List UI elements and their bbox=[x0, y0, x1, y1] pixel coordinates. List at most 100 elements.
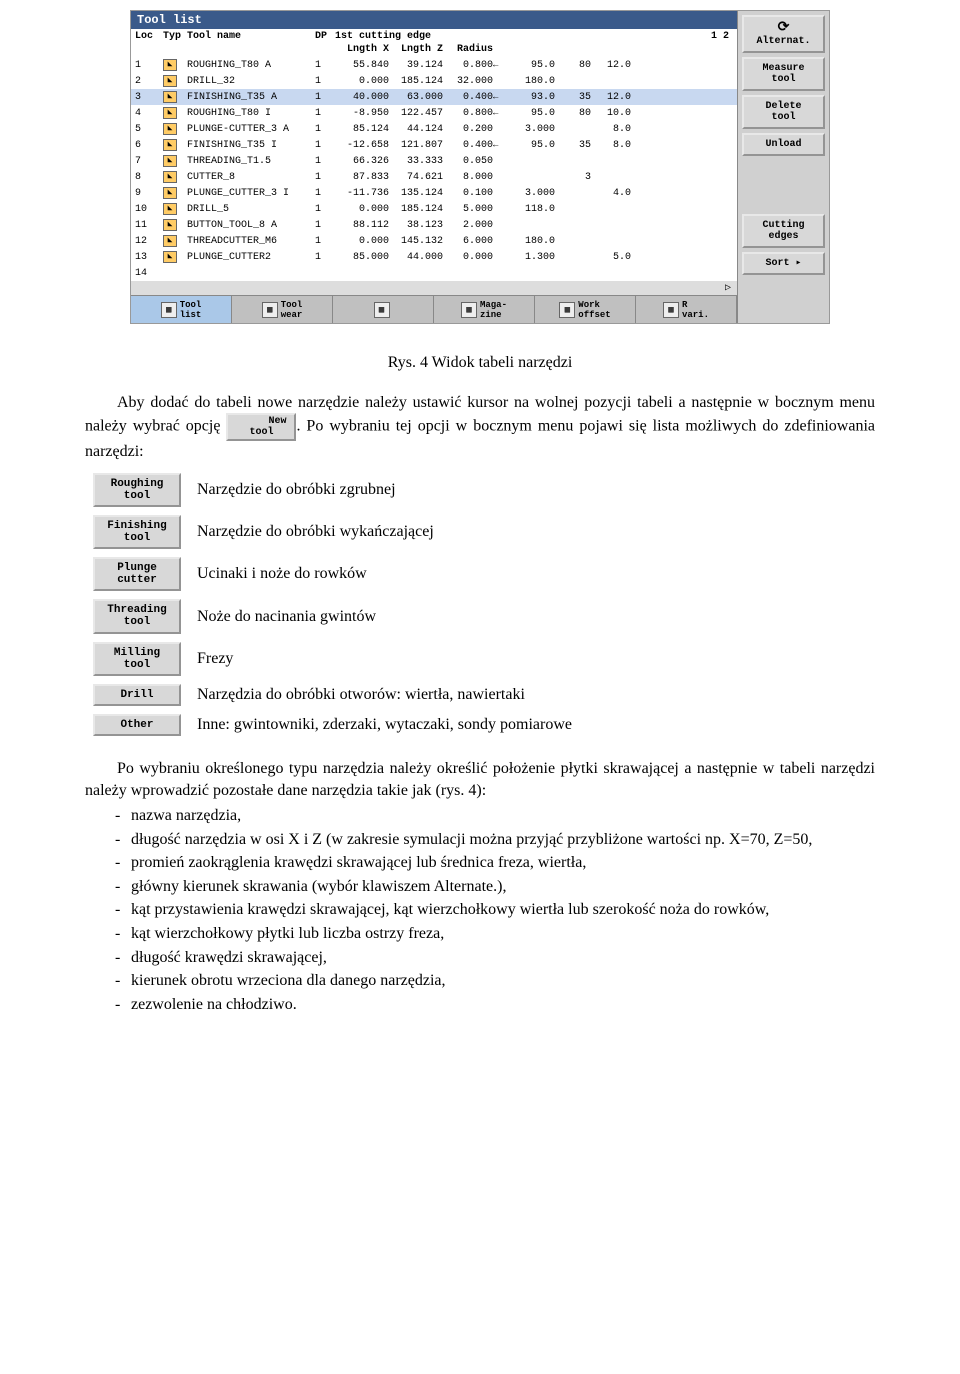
tool-type-icon: ◣ bbox=[163, 219, 177, 231]
cell-loc: 3 bbox=[135, 92, 163, 103]
tool-desc: Inne: gwintowniki, zderzaki, wytaczaki, … bbox=[189, 710, 580, 740]
table-row[interactable]: 7◣THREADING_T1.5166.32633.3330.050 bbox=[131, 153, 737, 169]
cell-loc: 5 bbox=[135, 124, 163, 135]
alternat-button[interactable]: ⟳Alternat. bbox=[742, 15, 825, 53]
cell-lx: 55.840 bbox=[335, 60, 389, 71]
tool-definitions-table: Roughing toolNarzędzie do obróbki zgrubn… bbox=[85, 469, 580, 740]
tool-type-button[interactable]: Other bbox=[93, 714, 181, 736]
tool-type-button[interactable]: Drill bbox=[93, 684, 181, 706]
cell-lz: 63.000 bbox=[389, 92, 443, 103]
table-row[interactable]: 14 bbox=[131, 265, 737, 281]
table-row[interactable]: 5◣PLUNGE-CUTTER_3 A185.12444.1240.2003.0… bbox=[131, 121, 737, 137]
sidebar: ⟳Alternat. Measuretool Deletetool Unload… bbox=[737, 11, 829, 323]
cell-dp: 1 bbox=[315, 140, 335, 151]
cell-e1: 3.000 bbox=[505, 124, 555, 135]
cell-rad: 0.400 bbox=[443, 140, 493, 151]
delete-tool-button[interactable]: Deletetool bbox=[742, 95, 825, 129]
cell-dp: 1 bbox=[315, 204, 335, 215]
tool-type-button[interactable]: Finishing tool bbox=[93, 515, 181, 549]
cell-lx: 88.112 bbox=[335, 220, 389, 231]
list-item: kąt wierzchołkowy płytki lub liczba ostr… bbox=[115, 923, 875, 945]
footer-tab[interactable]: ▦Work offset bbox=[535, 296, 636, 323]
paragraph-1: Aby dodać do tabeli nowe narzędzie należ… bbox=[85, 392, 875, 463]
table-row[interactable]: 6◣FINISHING_T35 I1-12.658121.8070.400←95… bbox=[131, 137, 737, 153]
tab-label: Work offset bbox=[578, 300, 610, 320]
tool-def-row: Milling toolFrezy bbox=[85, 638, 580, 680]
tab-icon: ▦ bbox=[374, 302, 390, 318]
table-row[interactable]: 3◣FINISHING_T35 A140.00063.0000.400←93.0… bbox=[131, 89, 737, 105]
table-row[interactable]: 12◣THREADCUTTER_M610.000145.1326.000180.… bbox=[131, 233, 737, 249]
table-row[interactable]: 10◣DRILL_510.000185.1245.000118.0 bbox=[131, 201, 737, 217]
cell-e1: 93.0 bbox=[505, 92, 555, 103]
unload-button[interactable]: Unload bbox=[742, 133, 825, 156]
cell-rad: 0.800 bbox=[443, 60, 493, 71]
list-item: zezwolenie na chłodziwo. bbox=[115, 994, 875, 1016]
table-row[interactable]: 8◣CUTTER_8187.83374.6218.0003 bbox=[131, 169, 737, 185]
footer-tab[interactable]: ▦Tool list bbox=[131, 296, 232, 323]
measure-tool-button[interactable]: Measuretool bbox=[742, 57, 825, 91]
cell-dp: 1 bbox=[315, 220, 335, 231]
cutting-edges-button[interactable]: Cuttingedges bbox=[742, 214, 825, 248]
cell-name: DRILL_5 bbox=[187, 204, 315, 215]
cell-typ: ◣ bbox=[163, 59, 187, 71]
cell-typ: ◣ bbox=[163, 187, 187, 199]
table-row[interactable]: 4◣ROUGHING_T80 I1-8.950122.4570.800←95.0… bbox=[131, 105, 737, 121]
cell-e1: 95.0 bbox=[505, 60, 555, 71]
cell-loc: 11 bbox=[135, 220, 163, 231]
cell-e2: 35 bbox=[555, 92, 591, 103]
cell-lz: 74.621 bbox=[389, 172, 443, 183]
cell-rad: 0.400 bbox=[443, 92, 493, 103]
cell-e2: 35 bbox=[555, 140, 591, 151]
sort-button[interactable]: Sort ▸ bbox=[742, 252, 825, 275]
col-dp: DP bbox=[315, 31, 335, 42]
cell-lx: -12.658 bbox=[335, 140, 389, 151]
cell-lz: 38.123 bbox=[389, 220, 443, 231]
cell-e2: 3 bbox=[555, 172, 591, 183]
footer-tab[interactable]: ▦R vari. bbox=[636, 296, 737, 323]
cell-loc: 8 bbox=[135, 172, 163, 183]
cell-lx: -8.950 bbox=[335, 108, 389, 119]
tool-type-button[interactable]: Plunge cutter bbox=[93, 557, 181, 591]
tool-table-area: Tool list Loc Typ Tool name DP 1st cutti… bbox=[131, 11, 737, 323]
cell-e3: 8.0 bbox=[591, 124, 631, 135]
tab-icon: ▦ bbox=[559, 302, 575, 318]
footer-tab[interactable]: ▦Maga- zine bbox=[434, 296, 535, 323]
cell-typ: ◣ bbox=[163, 91, 187, 103]
footer-tab[interactable]: ▦ bbox=[333, 296, 434, 323]
table-row[interactable]: 1◣ROUGHING_T80 A155.84039.1240.800←95.08… bbox=[131, 57, 737, 73]
col-name: Tool name bbox=[187, 31, 315, 42]
cell-dp: 1 bbox=[315, 124, 335, 135]
cell-typ: ◣ bbox=[163, 107, 187, 119]
cell-e3: 5.0 bbox=[591, 252, 631, 263]
cell-name: PLUNGE_CUTTER_3 I bbox=[187, 188, 315, 199]
cell-e1: 180.0 bbox=[505, 236, 555, 247]
cell-e1: 95.0 bbox=[505, 140, 555, 151]
footer-tab[interactable]: ▦Tool wear bbox=[232, 296, 333, 323]
table-body: 1◣ROUGHING_T80 A155.84039.1240.800←95.08… bbox=[131, 57, 737, 281]
list-item: promień zaokrąglenia krawędzi skrawające… bbox=[115, 852, 875, 874]
cell-typ: ◣ bbox=[163, 155, 187, 167]
table-row[interactable]: 11◣BUTTON_TOOL_8 A188.11238.1232.000 bbox=[131, 217, 737, 233]
cell-name: THREADING_T1.5 bbox=[187, 156, 315, 167]
cell-e3: 8.0 bbox=[591, 140, 631, 151]
tool-type-icon: ◣ bbox=[163, 155, 177, 167]
table-row[interactable]: 13◣PLUNGE_CUTTER2185.00044.0000.0001.300… bbox=[131, 249, 737, 265]
cell-rad: 0.800 bbox=[443, 108, 493, 119]
col-lngth-x: Lngth X bbox=[335, 44, 389, 55]
cell-lx: 85.000 bbox=[335, 252, 389, 263]
bullet-list: nazwa narzędzia,długość narzędzia w osi … bbox=[115, 805, 875, 1015]
tool-type-button[interactable]: Milling tool bbox=[93, 642, 181, 676]
tool-type-button[interactable]: Threading tool bbox=[93, 599, 181, 633]
scroll-indicator: ▷ bbox=[131, 281, 737, 295]
tool-def-row: Other Inne: gwintowniki, zderzaki, wytacz… bbox=[85, 710, 580, 740]
cell-lx: 0.000 bbox=[335, 204, 389, 215]
new-tool-button[interactable]: Newtool bbox=[226, 413, 296, 441]
table-row[interactable]: 2◣DRILL_3210.000185.12432.000180.0 bbox=[131, 73, 737, 89]
tool-type-icon: ◣ bbox=[163, 235, 177, 247]
cell-loc: 1 bbox=[135, 60, 163, 71]
table-row[interactable]: 9◣PLUNGE_CUTTER_3 I1-11.736135.1240.1003… bbox=[131, 185, 737, 201]
tool-type-button[interactable]: Roughing tool bbox=[93, 473, 181, 507]
direction-icon: ← bbox=[493, 92, 505, 102]
cell-e3: 10.0 bbox=[591, 108, 631, 119]
tool-desc: Noże do nacinania gwintów bbox=[189, 595, 580, 637]
